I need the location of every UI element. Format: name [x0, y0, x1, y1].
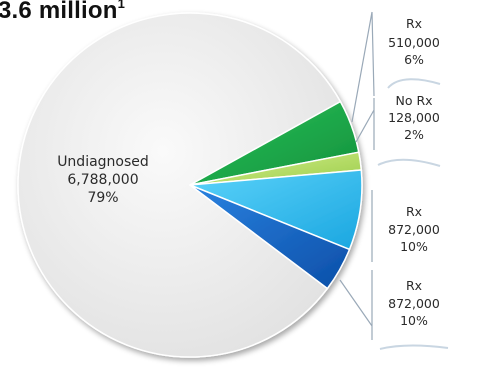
pie-slices [17, 12, 363, 358]
decor-swoosh-1 [387, 78, 441, 89]
callout-1-percent: 6% [404, 52, 424, 67]
callout-4-percent: 10% [400, 313, 428, 328]
leader-line-1 [351, 11, 375, 123]
callout-3-percent: 10% [400, 239, 428, 254]
slice-rx-3 [189, 184, 351, 290]
decor-swoosh-2 [377, 158, 441, 167]
decor-swoosh-3 [379, 344, 449, 350]
callout-3-value: 872,000 [388, 222, 440, 237]
leader-line-2 [355, 98, 375, 150]
slice-undiagnosed [17, 12, 342, 358]
callout-2-percent: 2% [404, 127, 424, 142]
slice-label-undiagnosed-name: Undiagnosed [57, 154, 149, 170]
leader-line-4 [339, 270, 373, 340]
callout-1-value: 510,000 [388, 35, 440, 50]
callout-4-name: Rx [406, 278, 422, 293]
leader-lines [339, 11, 449, 350]
callout-1-name: Rx [406, 16, 422, 31]
callout-4-value: 872,000 [388, 296, 440, 311]
callout-2-value: 128,000 [388, 110, 440, 125]
callout-3-name: Rx [406, 204, 422, 219]
chart-title: 3.6 million1 [0, 0, 126, 24]
slice-label-undiagnosed-value: 6,788,000 [67, 172, 138, 188]
callout-2-name: No Rx [395, 93, 432, 108]
slice-label-undiagnosed-percent: 79% [87, 190, 118, 206]
